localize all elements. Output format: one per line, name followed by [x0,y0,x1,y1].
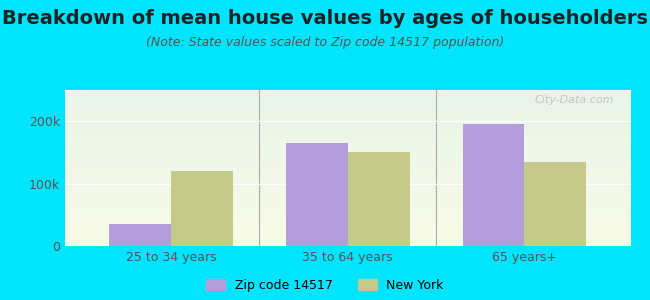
Bar [171,171,233,246]
Bar [348,152,410,246]
Text: Breakdown of mean house values by ages of householders: Breakdown of mean house values by ages o… [2,9,648,28]
Bar [525,162,586,246]
Text: (Note: State values scaled to Zip code 14517 population): (Note: State values scaled to Zip code 1… [146,36,504,49]
Bar [286,143,348,246]
Bar [109,224,171,246]
Text: City-Data.com: City-Data.com [534,95,614,105]
Bar [463,124,525,246]
Legend: Zip code 14517, New York: Zip code 14517, New York [201,274,449,297]
